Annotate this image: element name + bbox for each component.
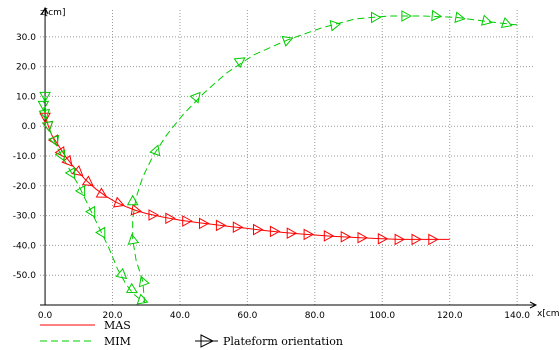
orientation-marker-mas (377, 232, 389, 245)
x-tick-label: 60.0 (237, 311, 257, 321)
orientation-marker-mim (48, 134, 60, 147)
y-tick-label: -30.0 (13, 212, 37, 222)
orientation-marker-mas (340, 230, 352, 243)
y-tick-label: -50.0 (13, 271, 37, 281)
y-tick-label: 10.0 (16, 92, 36, 102)
orientation-marker-mas (323, 230, 335, 242)
y-axis-label: z[cm] (40, 8, 65, 18)
series-line-mim (42, 15, 518, 303)
orientation-marker-mas (357, 231, 369, 244)
x-tick-label: 100.0 (369, 311, 395, 321)
orientation-marker-mas (269, 225, 281, 238)
orientation-marker-mas (253, 223, 264, 236)
orientation-marker-mim (115, 267, 128, 280)
series-lines (42, 15, 518, 303)
orientation-marker-mim (138, 275, 150, 288)
orientation-marker-mas (130, 203, 143, 216)
orientation-markers (37, 9, 513, 305)
orientation-marker-mas (232, 221, 244, 234)
orientation-marker-mas (286, 227, 298, 240)
orientation-marker-mas (39, 112, 51, 124)
orientation-marker-mim (480, 14, 493, 26)
legend-label-orientation: Plateform orientation (223, 335, 343, 348)
orientation-marker-mas (428, 233, 439, 246)
x-tick-label: 20.0 (102, 311, 122, 321)
series-line-mas (44, 117, 450, 240)
y-tick-label: 30.0 (16, 33, 36, 43)
y-tick-label: -10.0 (13, 152, 37, 162)
orientation-marker-mim (95, 226, 106, 239)
orientation-marker-mas (303, 228, 315, 241)
orientation-marker-mas (61, 154, 73, 167)
orientation-marker-mim (84, 205, 96, 218)
orientation-marker-mas (71, 165, 84, 177)
y-tick-label: 20.0 (16, 63, 36, 73)
orientation-marker-mim (329, 19, 342, 32)
y-tick-label: 0.0 (22, 122, 37, 132)
orientation-marker-mim (41, 120, 54, 133)
y-tick-label: -20.0 (13, 182, 37, 192)
x-tick-label: 40.0 (170, 311, 190, 321)
x-axis-arrow (529, 301, 538, 309)
orientation-marker-mim (127, 233, 140, 245)
orientation-marker-mim (233, 57, 246, 69)
orientation-marker-mim (454, 11, 466, 23)
orientation-marker-mas (81, 175, 94, 187)
x-tick-label: 140.0 (504, 311, 530, 321)
tick-labels: 0.0 20.0 40.0 60.0 80.0 100.0 120.0 140.0 30.0 20… (13, 33, 531, 321)
orientation-marker-mim (281, 35, 294, 47)
orientation-marker-mas (411, 233, 423, 246)
legend-orientation-icon (200, 334, 215, 348)
orientation-marker-mim (39, 91, 51, 103)
y-axis-arrow (41, 6, 49, 15)
orientation-marker-mas (95, 187, 108, 198)
orientation-marker-mim (431, 9, 443, 22)
orientation-marker-mas (182, 215, 193, 227)
orientation-marker-mas (215, 219, 227, 232)
legend: MAS MIM Plateform orientation (40, 319, 343, 348)
orientation-marker-mim (189, 91, 201, 104)
x-tick-label: 120.0 (437, 311, 463, 321)
legend-label-mas: MAS (104, 319, 131, 332)
orientation-marker-mim (37, 100, 50, 112)
orientation-marker-mas (199, 217, 210, 230)
orientation-marker-mim (136, 293, 149, 305)
axes (40, 6, 538, 309)
orientation-marker-mas (112, 196, 125, 208)
orientation-marker-mim (125, 282, 138, 294)
gridlines (40, 10, 534, 305)
x-tick-label: 80.0 (305, 311, 325, 321)
orientation-marker-mim (371, 11, 382, 24)
x-axis-label: x[cm] (537, 309, 559, 319)
x-tick-label: 0.0 (38, 311, 53, 321)
orientation-marker-mim (126, 194, 139, 206)
orientation-marker-mim (401, 10, 412, 22)
orientation-marker-mim (500, 16, 513, 28)
orientation-marker-mim (74, 184, 86, 198)
orientation-marker-mas (148, 209, 160, 221)
orientation-marker-mim (38, 108, 51, 121)
legend-label-mim: MIM (104, 335, 131, 348)
orientation-marker-mas (394, 233, 406, 246)
orientation-marker-mas (165, 212, 176, 225)
orientation-marker-mim (64, 167, 76, 180)
orientation-marker-mim (54, 149, 66, 162)
y-tick-label: -40.0 (13, 241, 37, 251)
orientation-marker-mim (149, 144, 161, 157)
